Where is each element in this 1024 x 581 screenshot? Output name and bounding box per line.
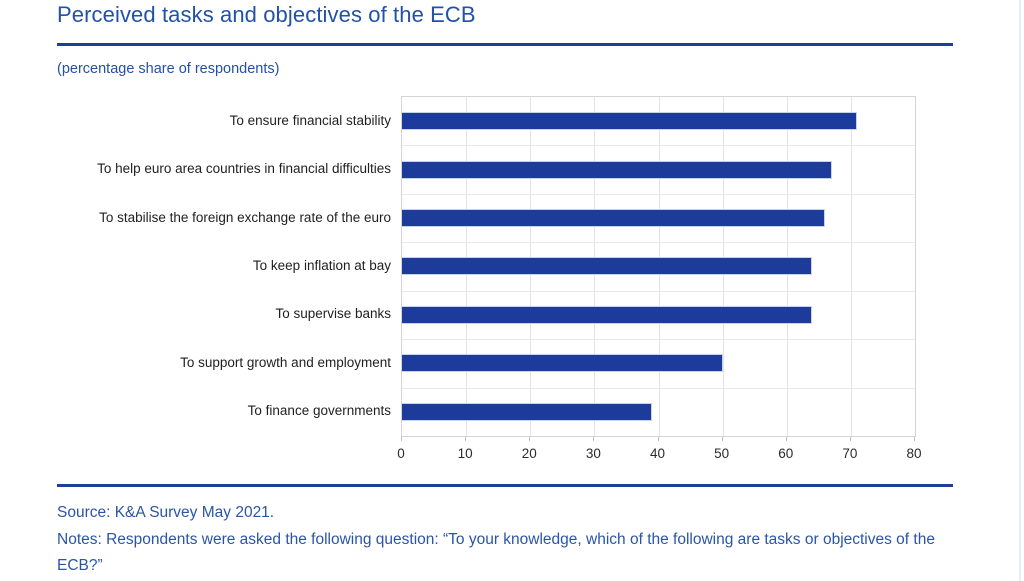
x-tick-label: 20 xyxy=(521,446,537,461)
chart-row xyxy=(402,339,915,387)
title-divider xyxy=(57,43,953,46)
footer-divider xyxy=(57,484,953,487)
x-tick-mark xyxy=(465,437,467,441)
bar-3 xyxy=(402,209,826,228)
x-tick-mark xyxy=(657,437,659,441)
chart-row xyxy=(402,145,915,193)
category-label: To finance governments xyxy=(247,403,391,419)
horizontal-gridline xyxy=(402,339,915,340)
bar-1 xyxy=(402,112,858,131)
category-labels: To ensure financial stability To help eur… xyxy=(55,96,391,437)
x-tick-mark xyxy=(849,437,851,441)
chart-subtitle: (percentage share of respondents) xyxy=(57,61,280,77)
x-tick-label: 60 xyxy=(778,446,794,461)
x-tick-mark xyxy=(785,437,787,441)
bar-4 xyxy=(402,257,813,276)
x-tick-mark xyxy=(593,437,595,441)
x-tick-label: 40 xyxy=(649,446,666,461)
category-label: To supervise banks xyxy=(275,306,391,322)
category-label: To keep inflation at bay xyxy=(252,257,391,273)
chart-footnotes: Source: K&A Survey May 2021. Notes: Resp… xyxy=(57,500,935,580)
bar-5 xyxy=(402,305,813,324)
horizontal-gridline xyxy=(402,194,915,195)
source-note: Source: K&A Survey May 2021. xyxy=(57,504,275,521)
x-tick-mark xyxy=(721,437,723,441)
horizontal-gridline xyxy=(402,145,915,146)
bar-6 xyxy=(402,354,723,373)
bar-2 xyxy=(402,160,832,179)
chart-row xyxy=(402,242,915,290)
x-tick-label: 50 xyxy=(714,446,730,461)
window-edge-line xyxy=(1019,0,1021,581)
category-label: To support growth and employment xyxy=(180,354,391,370)
vertical-gridline xyxy=(850,97,852,436)
x-tick-label: 30 xyxy=(585,446,601,461)
horizontal-gridline xyxy=(402,291,915,292)
x-tick-mark xyxy=(914,437,915,441)
x-tick-mark xyxy=(401,437,402,441)
x-tick-label: 70 xyxy=(842,446,858,461)
chart-row xyxy=(402,194,915,242)
x-tick-mark xyxy=(529,437,531,441)
plot-area xyxy=(401,96,916,437)
bar-7 xyxy=(402,402,653,421)
notes-text: Notes: Respondents were asked the follow… xyxy=(57,530,935,575)
category-label: To help euro area countries in financial… xyxy=(97,161,391,177)
chart-row xyxy=(402,291,915,339)
horizontal-gridline xyxy=(402,242,915,243)
category-label: To stabilise the foreign exchange rate o… xyxy=(99,209,391,225)
page-title: Perceived tasks and objectives of the EC… xyxy=(57,2,476,27)
chart-row xyxy=(402,388,915,436)
chart-row xyxy=(402,97,915,145)
x-tick-label: 10 xyxy=(457,446,473,461)
category-label: To ensure financial stability xyxy=(229,112,391,128)
horizontal-gridline xyxy=(402,388,915,389)
x-tick-label: 80 xyxy=(906,446,922,461)
bar-chart: To ensure financial stability To help eur… xyxy=(0,96,1024,471)
x-tick-label: 0 xyxy=(397,446,405,461)
